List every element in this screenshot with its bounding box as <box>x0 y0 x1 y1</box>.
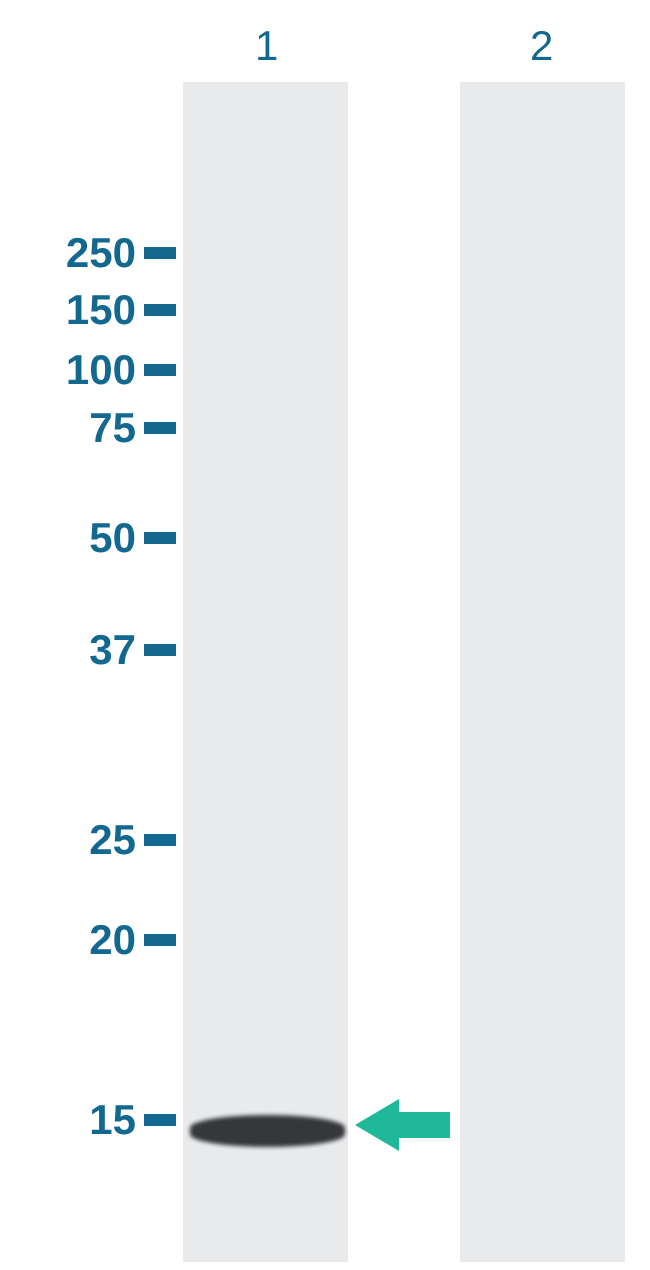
mw-value: 25 <box>89 816 136 864</box>
mw-marker-20: 20 <box>0 919 176 961</box>
mw-value: 100 <box>66 346 136 394</box>
mw-value: 15 <box>89 1096 136 1144</box>
mw-marker-37: 37 <box>0 629 176 671</box>
mw-value: 250 <box>66 229 136 277</box>
band-indicator-arrow-icon <box>355 1099 450 1151</box>
mw-marker-15: 15 <box>0 1099 176 1141</box>
mw-marker-250: 250 <box>0 232 176 274</box>
mw-marker-150: 150 <box>0 289 176 331</box>
mw-value: 50 <box>89 514 136 562</box>
mw-tick <box>144 422 176 434</box>
western-blot-figure: 1 2 250 150 100 75 50 37 25 20 15 <box>0 0 650 1270</box>
lane-strip-2 <box>460 82 625 1262</box>
mw-tick <box>144 304 176 316</box>
mw-marker-75: 75 <box>0 407 176 449</box>
mw-value: 37 <box>89 626 136 674</box>
mw-marker-50: 50 <box>0 517 176 559</box>
mw-marker-100: 100 <box>0 349 176 391</box>
protein-band-lane1 <box>190 1115 345 1147</box>
mw-tick <box>144 1114 176 1126</box>
mw-tick <box>144 247 176 259</box>
lane-strip-1 <box>183 82 348 1262</box>
mw-tick <box>144 364 176 376</box>
mw-value: 75 <box>89 404 136 452</box>
mw-value: 150 <box>66 286 136 334</box>
mw-tick <box>144 644 176 656</box>
mw-tick <box>144 532 176 544</box>
mw-tick <box>144 934 176 946</box>
lane-label-1: 1 <box>255 22 278 70</box>
mw-marker-25: 25 <box>0 819 176 861</box>
mw-tick <box>144 834 176 846</box>
mw-value: 20 <box>89 916 136 964</box>
lane-label-2: 2 <box>530 22 553 70</box>
